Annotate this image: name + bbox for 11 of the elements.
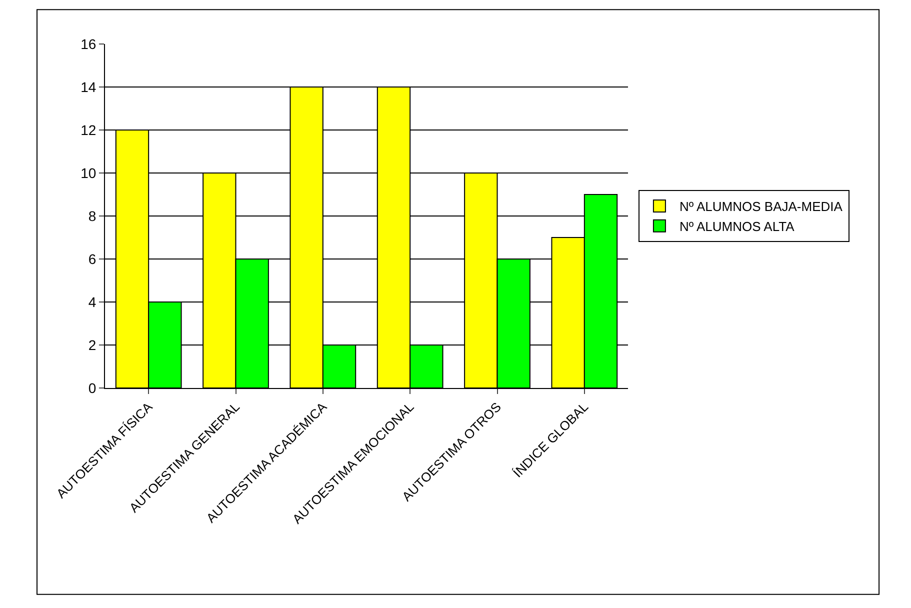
y-tick-label: 16 xyxy=(80,36,96,52)
y-tick-label: 14 xyxy=(80,78,96,95)
y-tick-label: 10 xyxy=(80,164,96,181)
y-tick-label: 8 xyxy=(88,208,96,224)
y-tick-label: 4 xyxy=(88,294,96,310)
legend-label: Nº ALUMNOS BAJA-MEDIA xyxy=(679,199,843,214)
y-tick-label: 2 xyxy=(88,336,96,353)
legend-label: Nº ALUMNOS ALTA xyxy=(679,218,795,234)
y-tick-label: 6 xyxy=(88,250,96,267)
y-tick-label: 0 xyxy=(88,380,96,396)
y-tick-label: 12 xyxy=(80,122,96,138)
